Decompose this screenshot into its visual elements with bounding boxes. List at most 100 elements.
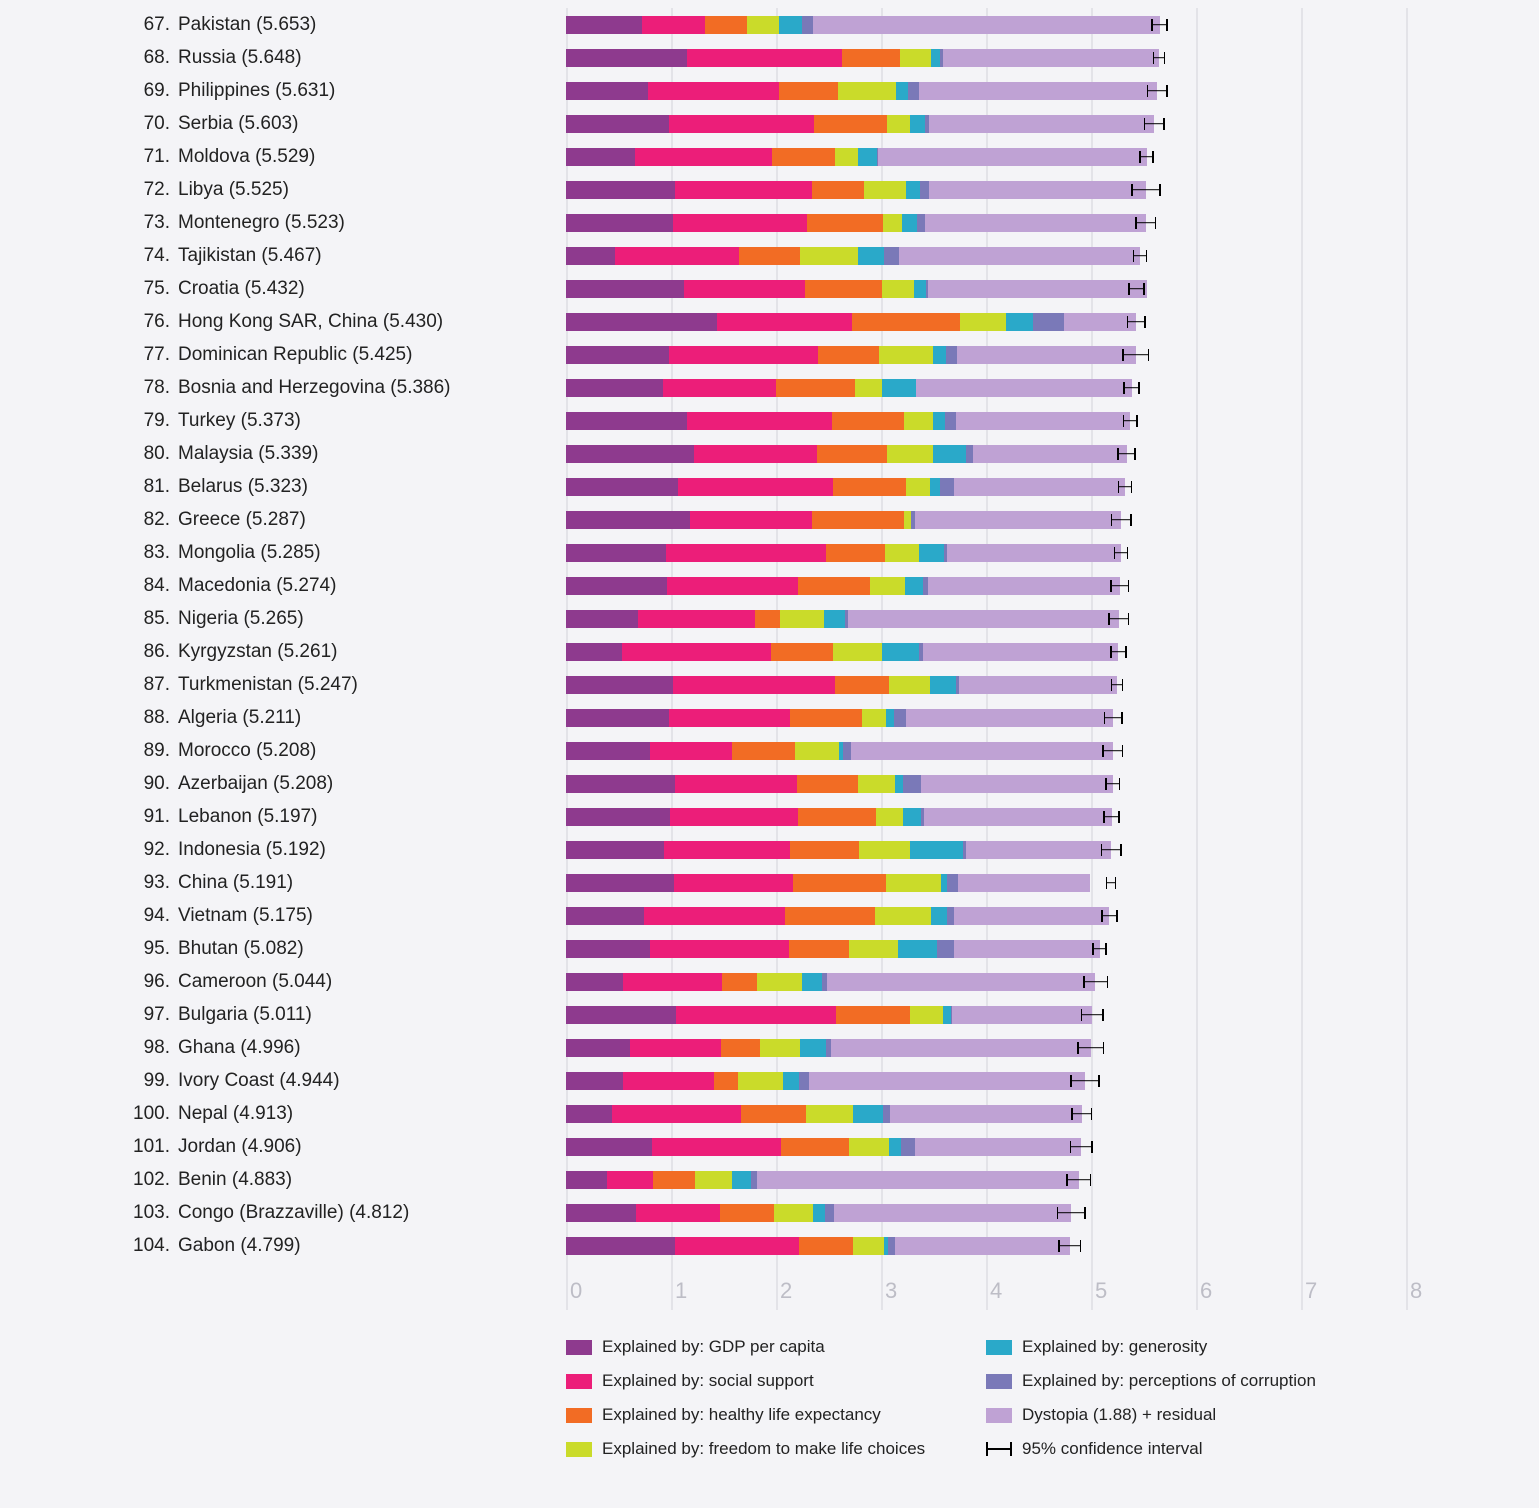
country-label-row: 97.Bulgaria (5.011) [0,998,566,1031]
bar-segment-dystopia [890,1105,1081,1123]
bar-row [566,305,1416,338]
rank-number: 71. [120,146,178,168]
bar-segment-social [636,1204,720,1222]
bar-segment-corruption [884,247,899,265]
bar-segment-freedom [800,247,858,265]
legend-col-right: Explained by: generosityExplained by: pe… [986,1334,1406,1462]
rank-number: 84. [120,575,178,597]
bar-segment-dystopia [809,1072,1086,1090]
confidence-interval [1092,942,1107,956]
rank-number: 68. [120,47,178,69]
bar-segment-life [781,1138,849,1156]
bar-segment-dystopia [906,709,1113,727]
confidence-interval [1139,150,1154,164]
confidence-interval [1081,1008,1104,1022]
bar-segment-gdp [566,676,673,694]
bar-segment-generosity [858,148,877,166]
bar-segment-life [739,247,800,265]
rank-number: 86. [120,641,178,663]
bar-segment-freedom [900,49,932,67]
country-name-score: Moldova (5.529) [178,146,315,168]
rank-number: 81. [120,476,178,498]
legend-ci-swatch [986,1442,1012,1456]
bar-segment-gdp [566,1138,652,1156]
stacked-bar [566,412,1130,430]
bar-segment-freedom [904,412,933,430]
bar-segment-dystopia [916,379,1132,397]
country-name-score: Benin (4.883) [178,1169,292,1191]
bar-segment-social [650,940,789,958]
bar-segment-freedom [747,16,780,34]
country-name-score: Jordan (4.906) [178,1136,302,1158]
legend-swatch [566,1442,592,1457]
confidence-interval [1147,84,1168,98]
legend-label: Dystopia (1.88) + residual [1022,1405,1216,1425]
bar-segment-freedom [795,742,839,760]
confidence-interval [1102,744,1123,758]
bar-segment-generosity [896,82,909,100]
stacked-bar [566,82,1157,100]
bar-row [566,239,1416,272]
country-name-score: Nigeria (5.265) [178,608,304,630]
bar-segment-life [755,610,780,628]
confidence-interval [1151,18,1168,32]
bar-segment-generosity [886,709,893,727]
bar-segment-corruption [947,874,958,892]
country-label-row: 74.Tajikistan (5.467) [0,239,566,272]
stacked-bar [566,973,1095,991]
stacked-bar [566,676,1117,694]
country-name-score: Pakistan (5.653) [178,14,316,36]
bar-segment-gdp [566,742,650,760]
stacked-bar [566,1237,1070,1255]
country-name-score: China (5.191) [178,872,293,894]
confidence-interval [1101,909,1118,923]
stacked-bar [566,115,1154,133]
confidence-interval [1111,513,1132,527]
country-name-score: Congo (Brazzaville) (4.812) [178,1202,409,1224]
bar-segment-social [623,973,723,991]
rank-number: 102. [120,1169,178,1191]
confidence-interval [1123,381,1140,395]
axis-tick-label: 2 [780,1278,792,1304]
bar-segment-freedom [859,841,910,859]
x-axis: 012345678 [566,1262,1416,1310]
bar-segment-social [630,1039,721,1057]
bar-segment-social [675,181,812,199]
bar-segment-gdp [566,940,650,958]
bar-segment-life [836,1006,911,1024]
bar-segment-social [687,49,842,67]
confidence-interval [1057,1206,1086,1220]
country-label-row: 89.Morocco (5.208) [0,734,566,767]
rank-number: 82. [120,509,178,531]
bar-segment-corruption [917,214,925,232]
axis-tick-label: 8 [1410,1278,1422,1304]
bar-segment-life [732,742,795,760]
bar-segment-freedom [695,1171,732,1189]
bar-segment-generosity [930,676,955,694]
bar-segment-corruption [1033,313,1063,331]
bar-segment-corruption [940,478,955,496]
legend-swatch [566,1340,592,1355]
bar-segment-gdp [566,379,663,397]
bar-segment-social [644,907,786,925]
stacked-bar [566,1039,1091,1057]
bar-segment-life [721,1039,760,1057]
country-label-row: 82.Greece (5.287) [0,503,566,536]
bar-segment-dystopia [924,808,1112,826]
legend-label: 95% confidence interval [1022,1439,1203,1459]
confidence-interval [1110,645,1127,659]
bar-segment-gdp [566,346,669,364]
bar-segment-corruption [799,1072,808,1090]
bar-segment-gdp [566,82,648,100]
label-column: 67.Pakistan (5.653)68.Russia (5.648)69.P… [0,8,566,1310]
bar-segment-life [826,544,885,562]
legend-item: Explained by: GDP per capita [566,1334,986,1360]
rank-number: 89. [120,740,178,762]
country-name-score: Algeria (5.211) [178,707,301,729]
country-label-row: 70.Serbia (5.603) [0,107,566,140]
stacked-bar [566,808,1112,826]
bar-row [566,1097,1416,1130]
stacked-bar [566,16,1160,34]
stacked-bar [566,940,1100,958]
bar-segment-gdp [566,808,670,826]
